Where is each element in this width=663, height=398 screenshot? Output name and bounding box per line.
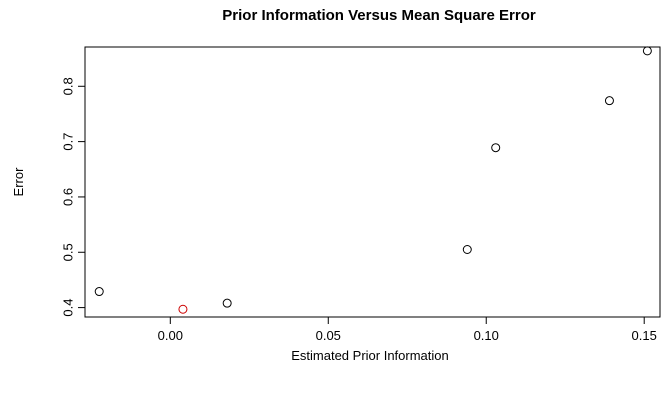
y-axis-label: Error	[11, 167, 26, 197]
y-tick-label: 0.6	[61, 188, 76, 206]
chart-title: Prior Information Versus Mean Square Err…	[222, 7, 536, 24]
x-axis-label: Estimated Prior Information	[291, 348, 449, 363]
plot-frame	[84, 46, 661, 318]
x-tick-label: 0.15	[632, 328, 657, 343]
x-tick-label: 0.10	[474, 328, 499, 343]
data-point	[604, 96, 614, 106]
data-point	[462, 245, 472, 254]
y-tick-label: 0.7	[61, 133, 76, 151]
data-point	[491, 143, 501, 153]
y-axis-ticks: 0.4 0.5 0.6 0.7 0.8	[61, 77, 85, 317]
y-tick-label: 0.8	[61, 77, 76, 95]
x-tick-label: 0.05	[316, 328, 341, 343]
data-point	[94, 287, 104, 297]
x-axis-ticks: 0.00 0.05 0.10 0.15	[158, 317, 657, 343]
data-point	[222, 298, 232, 308]
y-tick-label: 0.4	[61, 299, 76, 317]
data-points	[94, 46, 652, 314]
data-point	[178, 304, 188, 314]
y-tick-label: 0.5	[61, 243, 76, 261]
data-point	[642, 46, 652, 56]
x-tick-label: 0.00	[158, 328, 183, 343]
